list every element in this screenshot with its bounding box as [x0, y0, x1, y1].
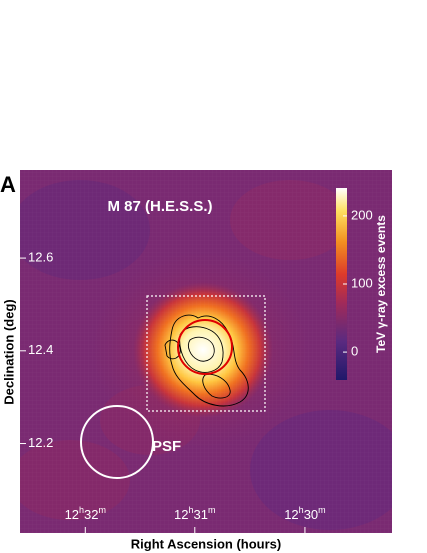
colorbar-tick-label: 100 [351, 275, 373, 290]
x-tick-label: 12h32m [65, 505, 106, 522]
region-box [146, 295, 266, 412]
y-tick-label: 12.2 [28, 435, 53, 450]
colorbar-tick-label: 200 [351, 207, 373, 222]
x-axis-label: Right Ascension (hours) [131, 536, 281, 551]
psf-circle [80, 405, 154, 479]
colorbar-tick-label: 0 [351, 344, 358, 359]
psf-label: PSF [152, 438, 181, 455]
x-tick-label: 12h30m [284, 505, 325, 522]
colorbar-label: TeV γ-ray excess events [374, 215, 388, 353]
heatmap [20, 170, 392, 533]
panel-label: A [0, 172, 16, 197]
y-tick-label: 12.6 [28, 250, 53, 265]
chart-title: M 87 (H.E.S.S.) [107, 198, 212, 215]
source-circle [177, 319, 233, 375]
contours [164, 314, 249, 407]
colorbar [336, 188, 347, 380]
y-axis-label: Declination (deg) [1, 299, 16, 404]
y-tick-label: 12.4 [28, 342, 53, 357]
x-tick-label: 12h31m [174, 505, 215, 522]
